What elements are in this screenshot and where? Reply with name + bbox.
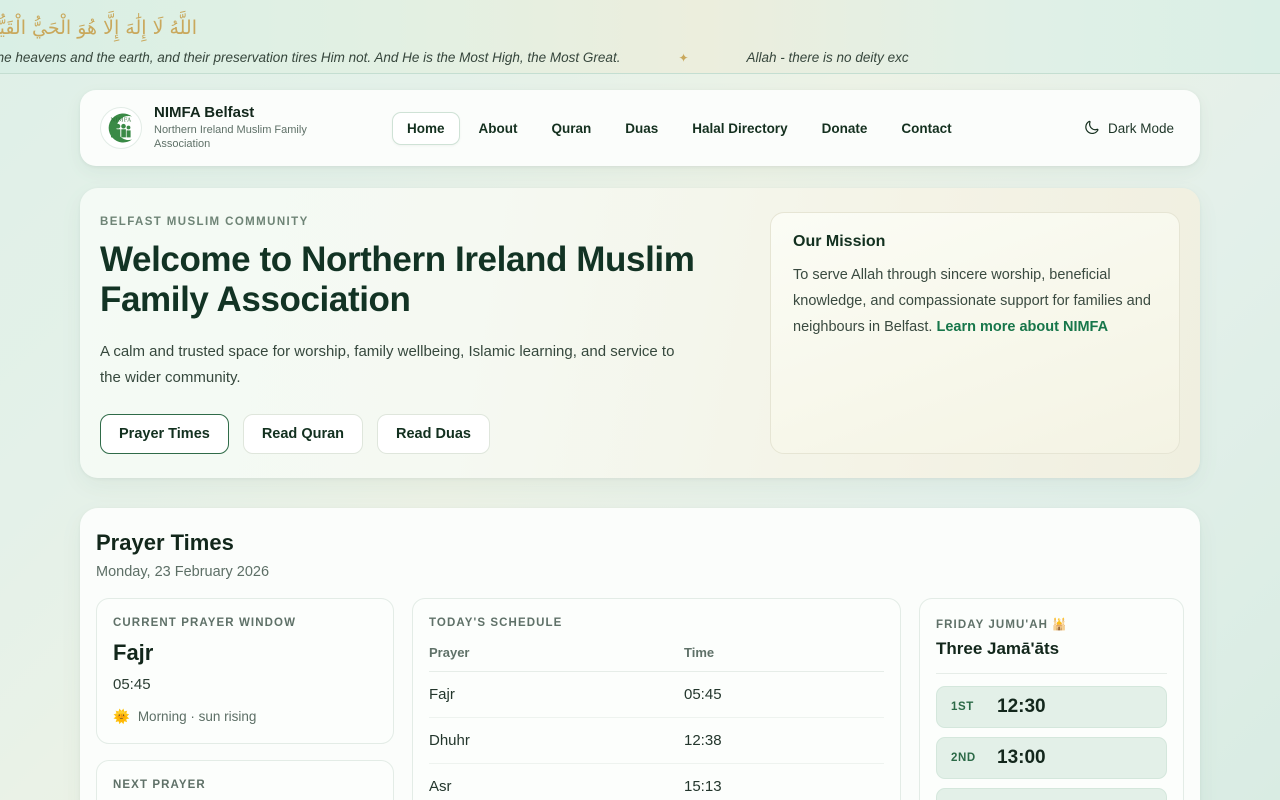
jumuah-slot-1[interactable]: 1ST 12:30	[936, 685, 1167, 728]
dark-mode-toggle[interactable]: Dark Mode	[1084, 119, 1174, 138]
mission-body: To serve Allah through sincere worship, …	[793, 263, 1157, 340]
read-duas-button[interactable]: Read Duas	[377, 413, 490, 454]
nav-item-duas[interactable]: Duas	[610, 112, 673, 145]
sparkle-icon: ✦	[678, 50, 689, 65]
next-prayer-card: NEXT PRAYER Dhuhr	[96, 759, 394, 800]
jumuah-slot-2[interactable]: 2ND 13:00	[936, 736, 1167, 779]
hero-left: BELFAST MUSLIM COMMUNITY Welcome to Nort…	[100, 212, 750, 454]
ayah-ticker-bar: اللَّهُ لَا إِلَٰهَ إِلَّا هُوَ الْحَيُّ…	[0, 0, 1280, 74]
schedule-col-time: Time	[684, 640, 884, 672]
mosque-icon: 🕌	[1052, 618, 1068, 631]
jumuah-slot-time: 12:30	[997, 695, 1046, 717]
schedule-col-prayer: Prayer	[429, 640, 684, 672]
mission-text: To serve Allah through sincere worship, …	[793, 267, 1151, 335]
nav-item-halal-directory[interactable]: Halal Directory	[677, 112, 802, 145]
brand-subtitle: Northern Ireland Muslim Family Associati…	[154, 124, 307, 150]
brand-text: NIMFA Belfast Northern Ireland Muslim Fa…	[154, 104, 324, 151]
hero-subtitle: A calm and trusted space for worship, fa…	[100, 343, 675, 387]
header-right: Dark Mode	[1084, 119, 1180, 138]
prayer-times-section: Prayer Times Monday, 23 February 2026 CU…	[80, 507, 1200, 800]
dark-mode-label: Dark Mode	[1107, 120, 1174, 136]
current-window-prayer-name: Fajr	[113, 639, 154, 665]
current-window-note-text: Morning · sun rising	[137, 709, 257, 725]
brand[interactable]: NIMFA NIMFA Belfast Northern Ireland Mus…	[100, 104, 380, 151]
schedule-prayer-time: 12:38	[684, 717, 884, 764]
learn-more-link[interactable]: Learn more about NIMFA	[936, 318, 1109, 335]
ayah-ticker-next-text: Allah - there is no deity exc	[746, 50, 909, 65]
ayah-arabic-text: اللَّهُ لَا إِلَٰهَ إِلَّا هُوَ الْحَيُّ…	[0, 17, 197, 39]
page-title: Welcome to Northern Ireland Muslim Famil…	[100, 240, 695, 319]
svg-text:NIMFA: NIMFA	[111, 118, 132, 124]
jumuah-slot-time: 13:30	[997, 798, 1046, 800]
read-quran-button[interactable]: Read Quran	[242, 413, 364, 454]
jumuah-slot-ordinal: 1ST	[951, 700, 974, 713]
nav-item-home[interactable]: Home	[392, 111, 460, 145]
ayah-ticker-text: ge except for what He wills. His Kursi e…	[0, 50, 621, 65]
jumuah-slot-3[interactable]: 3RD 13:30	[936, 787, 1167, 800]
jumuah-slot-time: 13:00	[997, 746, 1046, 768]
jumuah-divider	[936, 672, 1167, 674]
table-row: Dhuhr 12:38	[429, 717, 884, 764]
prayer-times-button[interactable]: Prayer Times	[100, 413, 229, 454]
moon-icon	[1084, 119, 1100, 138]
nav-item-donate[interactable]: Donate	[807, 112, 883, 145]
current-window-label: CURRENT PRAYER WINDOW	[113, 616, 297, 629]
nav-item-about[interactable]: About	[464, 112, 533, 145]
site-header: NIMFA NIMFA Belfast Northern Ireland Mus…	[80, 90, 1200, 166]
jumuah-title: Three Jamā'āts	[936, 638, 1060, 658]
prayer-left-column: CURRENT PRAYER WINDOW Fajr 05:45 🌞 Morni…	[96, 597, 394, 800]
jumuah-slot-ordinal: 2ND	[951, 751, 976, 764]
sun-icon: 🌞	[113, 708, 130, 724]
brand-title: NIMFA Belfast	[154, 104, 255, 122]
mission-title: Our Mission	[793, 233, 886, 250]
schedule-prayer-name: Dhuhr	[429, 717, 684, 764]
page-container: NIMFA NIMFA Belfast Northern Ireland Mus…	[0, 90, 1280, 800]
current-prayer-window-card: CURRENT PRAYER WINDOW Fajr 05:45 🌞 Morni…	[96, 597, 394, 744]
ayah-ticker-track: ge except for what He wills. His Kursi e…	[0, 50, 909, 65]
table-row: Fajr 05:45	[429, 671, 884, 718]
schedule-prayer-time: 15:13	[684, 763, 884, 800]
todays-schedule-card: TODAY'S SCHEDULE Prayer Time Fajr 05:45	[412, 597, 901, 800]
schedule-prayer-name: Asr	[429, 763, 684, 800]
prayer-cards-row: CURRENT PRAYER WINDOW Fajr 05:45 🌞 Morni…	[96, 597, 1184, 800]
schedule-prayer-name: Fajr	[429, 671, 684, 718]
hero-actions: Prayer Times Read Quran Read Duas	[100, 413, 750, 454]
schedule-label: TODAY'S SCHEDULE	[429, 616, 563, 629]
mission-card: Our Mission To serve Allah through since…	[770, 212, 1180, 454]
schedule-table: Prayer Time Fajr 05:45 Dhuhr 12:38	[429, 640, 884, 800]
schedule-prayer-time: 05:45	[684, 671, 884, 718]
hero-eyebrow: BELFAST MUSLIM COMMUNITY	[100, 216, 309, 228]
table-row: Asr 15:13	[429, 763, 884, 800]
nav-item-contact[interactable]: Contact	[886, 112, 966, 145]
current-window-time: 05:45	[113, 675, 151, 693]
nimfa-logo-icon: NIMFA	[100, 107, 142, 149]
prayer-times-heading: Prayer Times	[96, 529, 234, 555]
next-prayer-label: NEXT PRAYER	[113, 778, 206, 791]
main-nav: Home About Quran Duas Halal Directory Do…	[392, 111, 967, 145]
jumuah-label: FRIDAY JUMU'AH 🕌	[936, 617, 1167, 631]
current-window-note: 🌞 Morning · sun rising	[113, 709, 377, 725]
jumuah-label-text: FRIDAY JUMU'AH	[936, 618, 1049, 631]
nav-item-quran[interactable]: Quran	[537, 112, 607, 145]
friday-jumuah-card: FRIDAY JUMU'AH 🕌 Three Jamā'āts 1ST 12:3…	[919, 597, 1184, 800]
schedule-header-row: Prayer Time	[429, 640, 884, 672]
prayer-times-date: Monday, 23 February 2026	[96, 563, 270, 580]
hero-section: BELFAST MUSLIM COMMUNITY Welcome to Nort…	[80, 188, 1200, 478]
